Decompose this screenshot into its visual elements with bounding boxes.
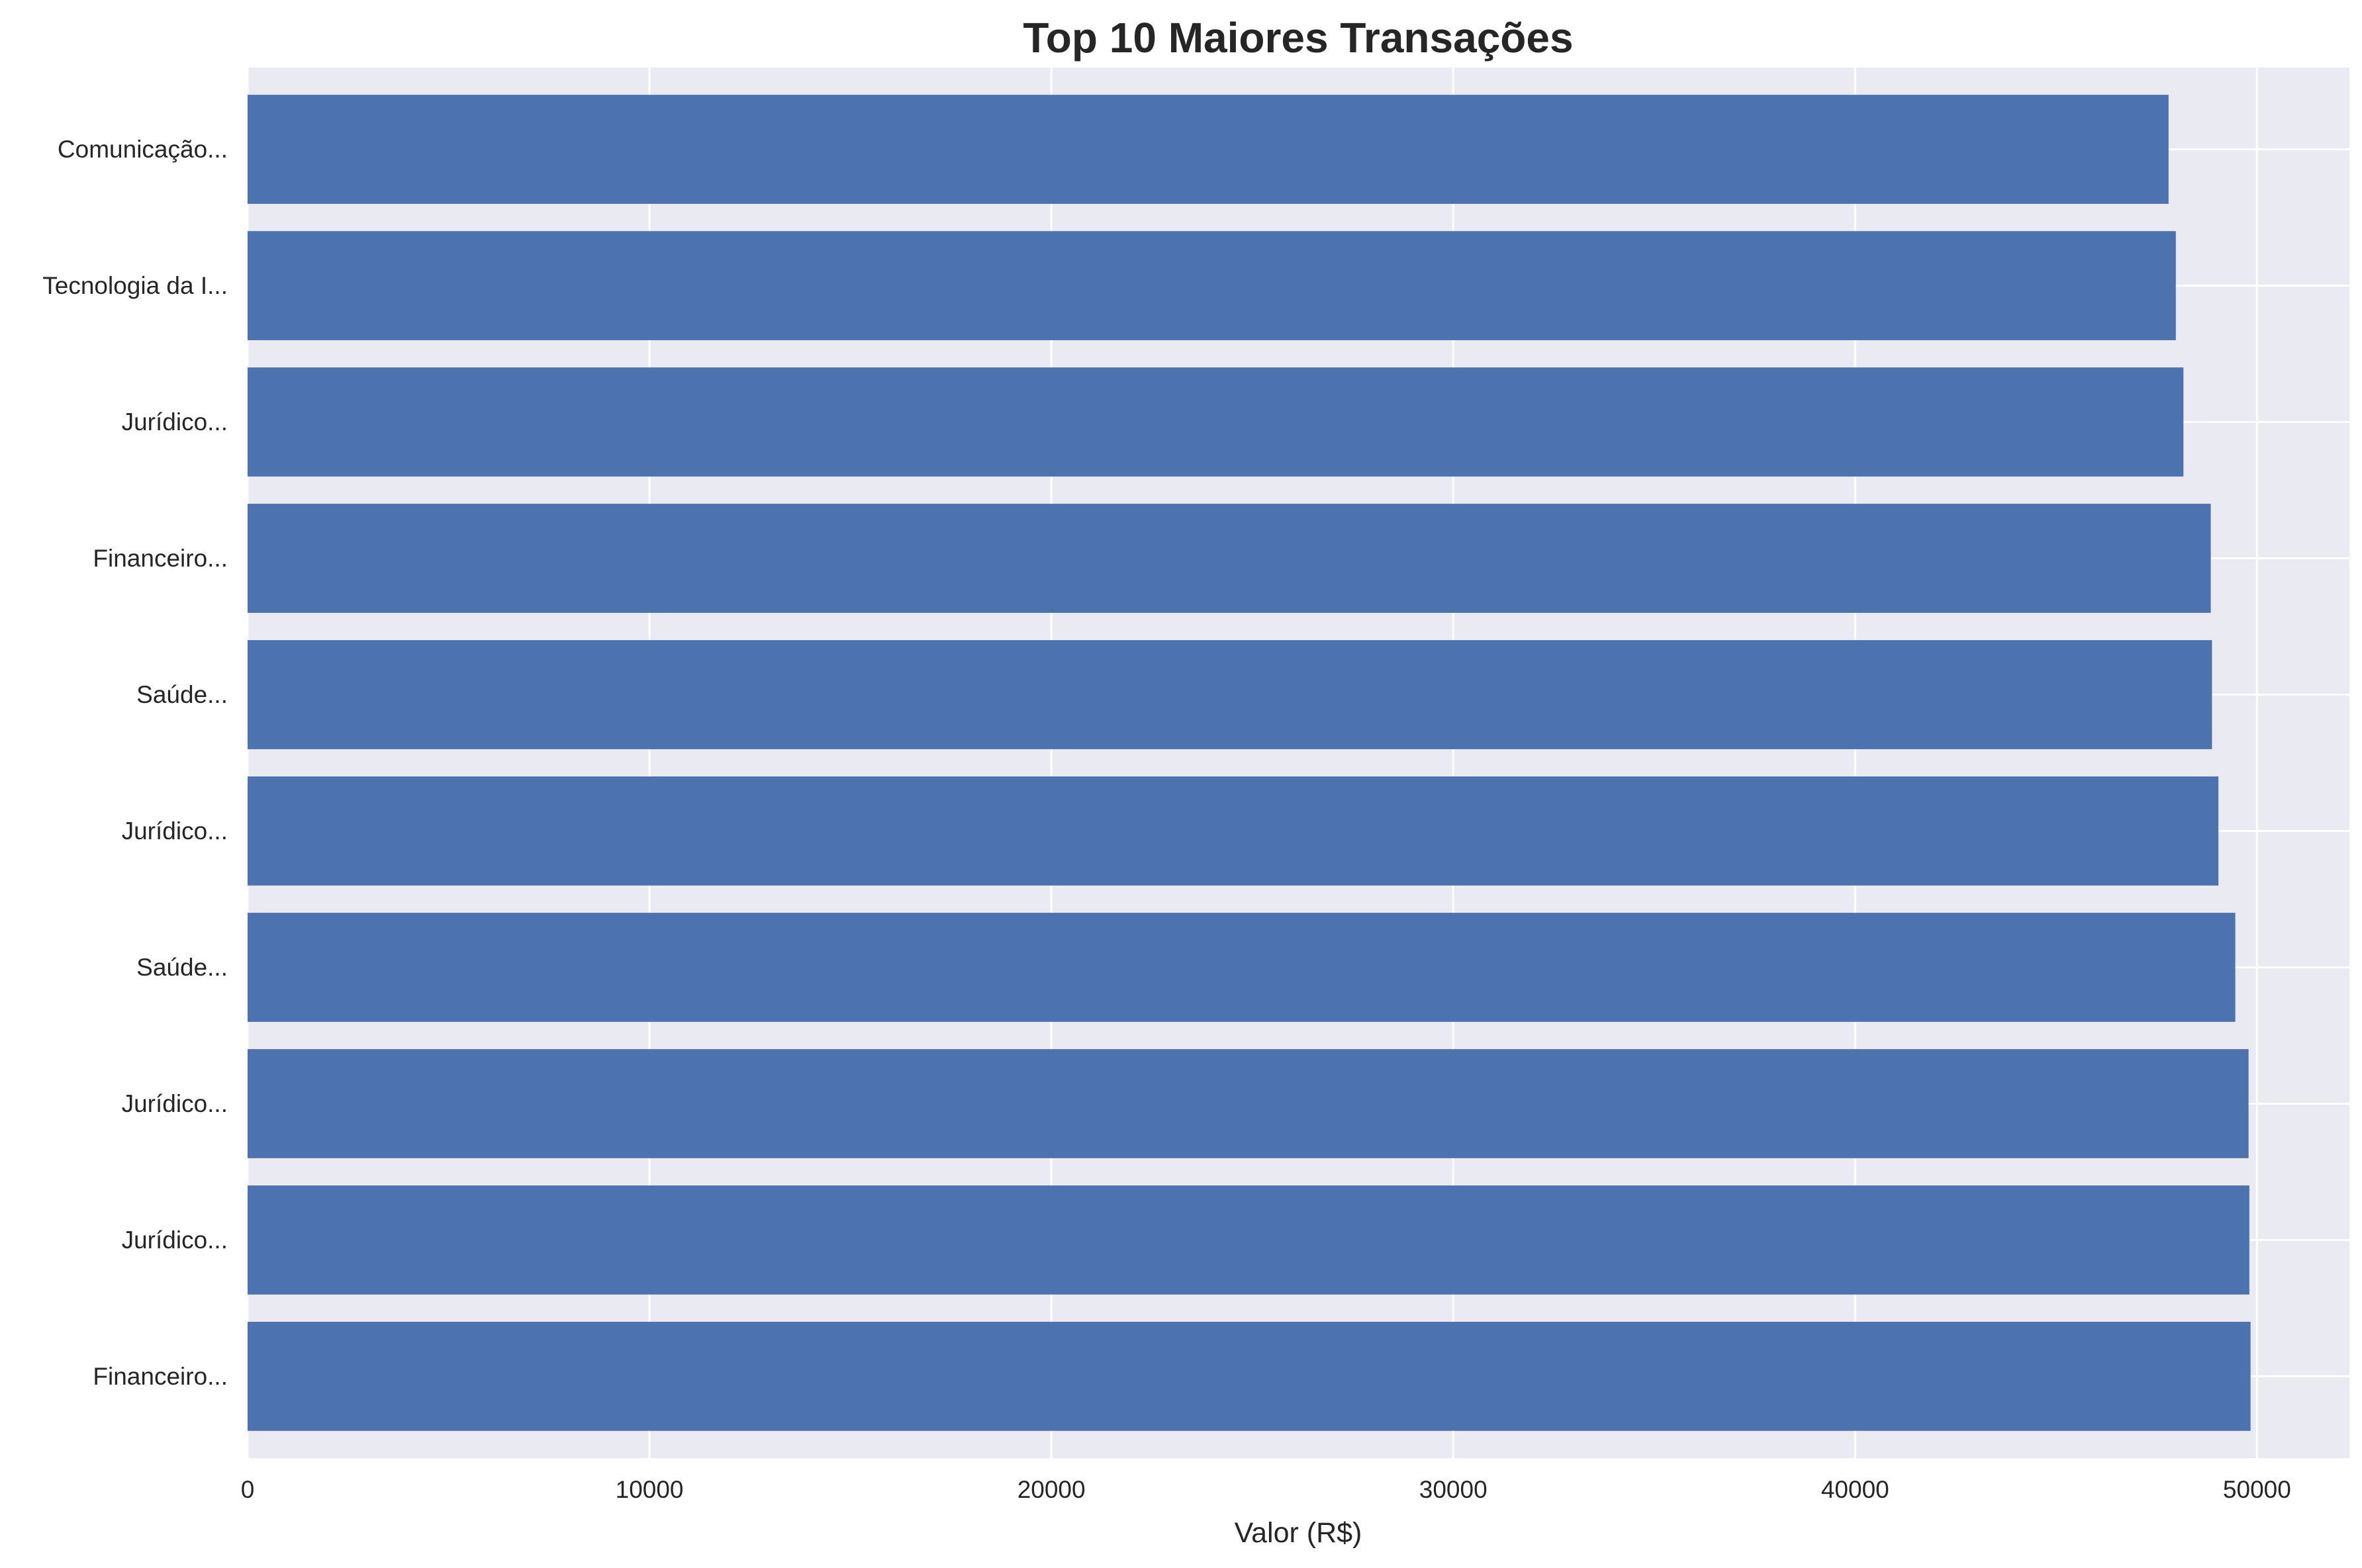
- y-tick-label: Jurídico...: [122, 408, 228, 436]
- y-tick-label: Jurídico...: [122, 1090, 228, 1117]
- bar: [248, 231, 2176, 340]
- y-tick-label: Comunicação...: [58, 136, 228, 163]
- bar: [248, 640, 2212, 749]
- y-tick-label: Saúde...: [136, 954, 228, 981]
- y-tick-label: Saúde...: [136, 681, 228, 708]
- y-tick-label: Financeiro...: [93, 1363, 228, 1390]
- x-tick-label: 20000: [1017, 1476, 1086, 1503]
- x-tick-label: 10000: [616, 1476, 684, 1503]
- y-tick-label: Jurídico...: [122, 817, 228, 845]
- y-tick-label: Financeiro...: [93, 545, 228, 572]
- y-tick-label: Jurídico...: [122, 1226, 228, 1254]
- x-axis-label: Valor (R$): [1235, 1517, 1362, 1549]
- bar: [248, 776, 2219, 886]
- chart-title: Top 10 Maiores Transações: [1023, 14, 1573, 62]
- x-tick-labels: 0 10000 20000 30000 40000 50000: [241, 1476, 2291, 1503]
- bar: [248, 504, 2211, 613]
- x-tick-label: 50000: [2223, 1476, 2291, 1503]
- y-tick-label: Tecnologia da I...: [42, 272, 228, 299]
- bar: [248, 1049, 2249, 1158]
- x-tick-label: 30000: [1419, 1476, 1488, 1503]
- bar: [248, 95, 2169, 204]
- x-tick-label: 0: [241, 1476, 255, 1503]
- y-tick-labels: Comunicação... Tecnologia da I... Jurídico…: [42, 136, 228, 1390]
- bar: [248, 1185, 2249, 1295]
- bar: [248, 1322, 2251, 1431]
- x-tick-label: 40000: [1821, 1476, 1889, 1503]
- bars: [248, 95, 2251, 1431]
- bar: [248, 367, 2184, 477]
- bar: [248, 913, 2236, 1022]
